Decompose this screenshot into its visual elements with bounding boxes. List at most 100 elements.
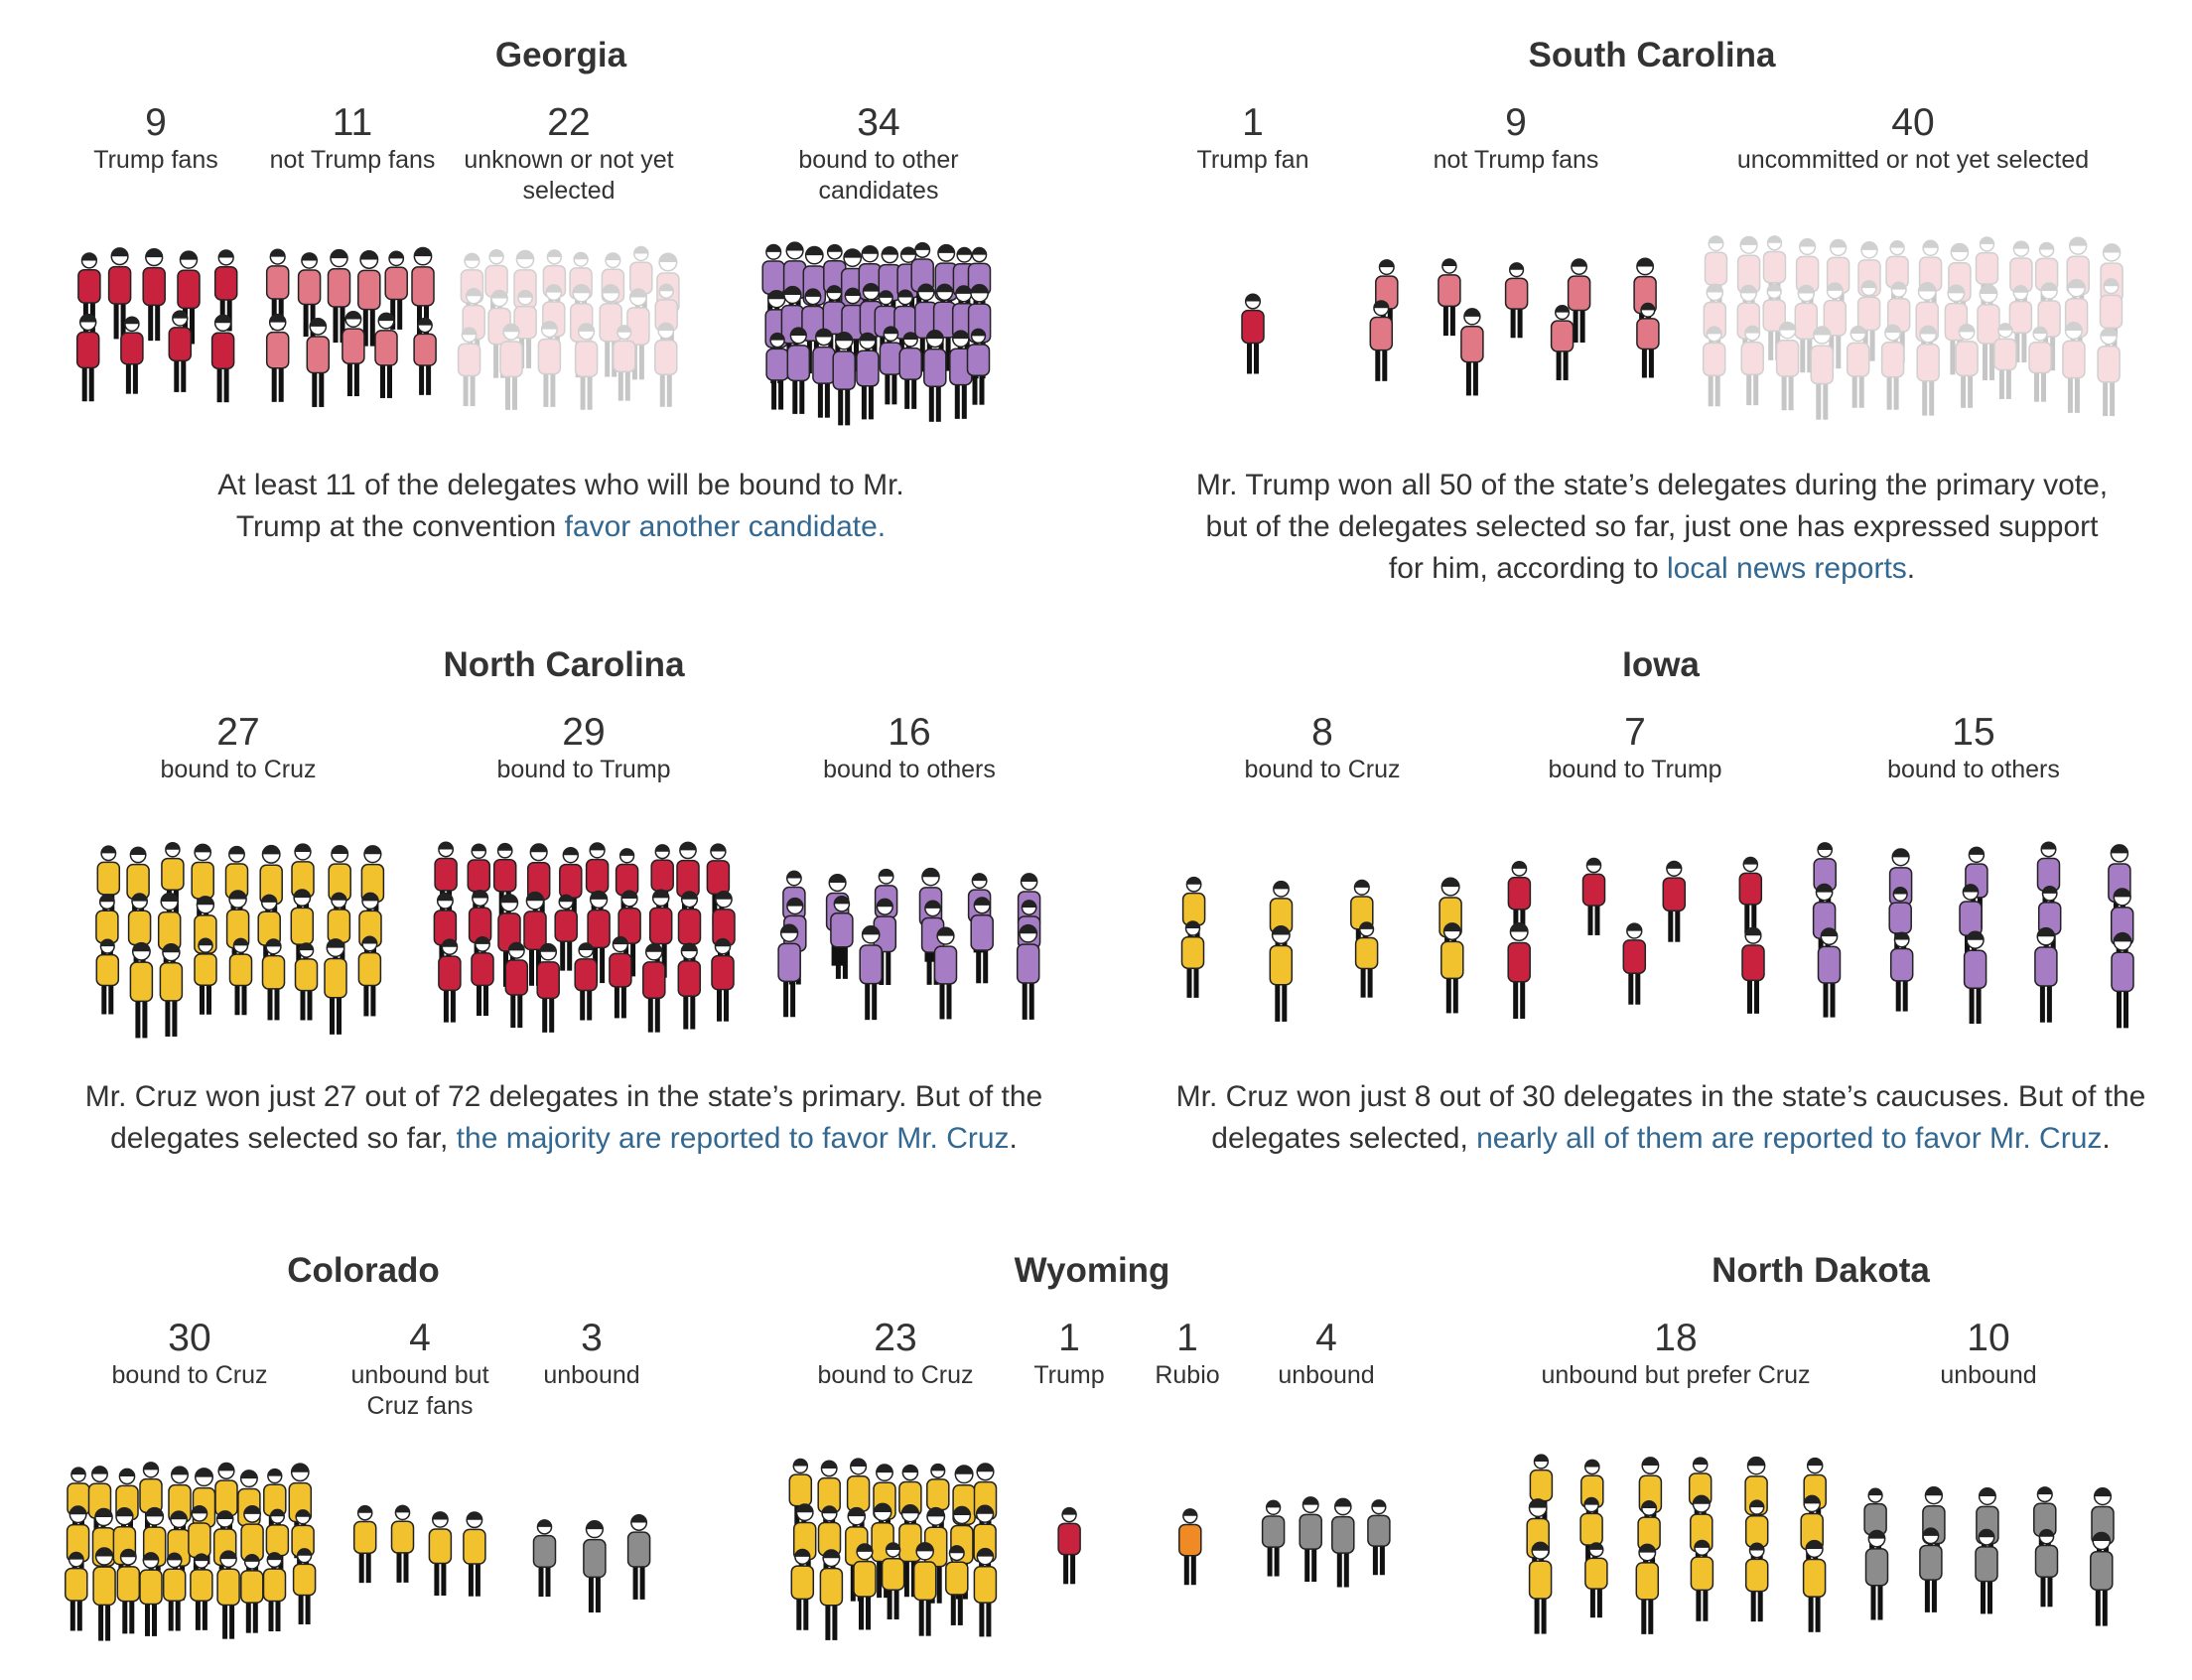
delegate-figure bbox=[1180, 920, 1205, 998]
delegate-figure bbox=[1955, 323, 1979, 408]
group-nd-prefer-cruz: 18 unbound but prefer Cruz bbox=[1541, 1317, 1810, 1391]
crowd-illustration bbox=[352, 1484, 486, 1623]
crowd-svg bbox=[1526, 1454, 1827, 1634]
state-title-north-carolina: North Carolina bbox=[443, 645, 685, 684]
delegate-figure bbox=[966, 328, 991, 405]
delegate-figure bbox=[194, 937, 217, 1015]
crowd-svg bbox=[1178, 1508, 1202, 1586]
delegate-figure bbox=[1438, 258, 1461, 337]
note-text-end: . bbox=[1906, 552, 1916, 585]
delegate-figure bbox=[306, 317, 331, 407]
crowd-illustration bbox=[1169, 1499, 1205, 1613]
delegate-figure bbox=[1919, 1527, 1943, 1612]
group-label: unbound bbox=[543, 1361, 640, 1389]
delegate-figure bbox=[1738, 856, 1763, 934]
delegate-figure bbox=[159, 942, 184, 1037]
group-label: not Trump fans bbox=[1433, 146, 1599, 174]
crowd-illustration bbox=[1506, 856, 1765, 1019]
delegate-figure bbox=[1864, 1529, 1889, 1620]
delegate-figure bbox=[1810, 326, 1835, 420]
delegate-figure bbox=[879, 326, 903, 405]
delegate-figure bbox=[587, 890, 611, 984]
group-iowa-others: 15 bound to others bbox=[1887, 711, 2060, 785]
delegate-figure bbox=[599, 284, 622, 377]
delegate-figure bbox=[1581, 857, 1606, 935]
delegate-figure bbox=[617, 890, 641, 977]
delegate-figure bbox=[294, 942, 319, 1021]
note-text: Mr. Cruz won just 8 out of 30 delegates … bbox=[1175, 1080, 2146, 1155]
delegate-figure bbox=[613, 325, 636, 401]
delegate-figure bbox=[970, 897, 994, 984]
delegate-figure bbox=[265, 313, 290, 402]
delegate-figure bbox=[228, 937, 253, 1016]
group-label: bound to Cruz bbox=[1244, 756, 1401, 783]
delegate-figure bbox=[210, 314, 235, 403]
delegate-figure bbox=[499, 323, 523, 410]
delegate-figure bbox=[1567, 258, 1591, 343]
group-count: 30 bbox=[168, 1317, 211, 1359]
delegate-figure bbox=[1889, 931, 1914, 1012]
group-count: 27 bbox=[216, 711, 260, 754]
delegate-figure bbox=[190, 1553, 213, 1630]
delegate-figure bbox=[973, 1547, 998, 1637]
crowd-illustration bbox=[433, 841, 736, 1033]
group-count: 7 bbox=[1624, 711, 1646, 754]
note-link[interactable]: favor another candidate. bbox=[564, 510, 887, 543]
state-title-wyoming: Wyoming bbox=[1014, 1251, 1170, 1290]
delegate-figure bbox=[342, 310, 365, 397]
group-co-unbound: 3 unbound bbox=[543, 1317, 639, 1391]
group-label: bound to Cruz bbox=[817, 1361, 974, 1389]
crowd-svg bbox=[1057, 1506, 1081, 1585]
group-label: not Trump fans bbox=[269, 146, 436, 174]
group-nd-unbound: 10 unbound bbox=[1940, 1317, 2036, 1391]
delegate-figure bbox=[1744, 1499, 1769, 1577]
group-label: bound to others bbox=[1887, 756, 2060, 783]
group-label: Trump fan bbox=[1196, 146, 1309, 174]
delegate-figure bbox=[265, 248, 290, 331]
delegate-figure bbox=[240, 1553, 264, 1633]
delegate-figure bbox=[1261, 1499, 1286, 1577]
delegate-figure bbox=[2034, 926, 2058, 1023]
group-wy-rubio: 1 Rubio bbox=[1155, 1317, 1219, 1391]
delegate-figure bbox=[881, 1542, 905, 1619]
group-count: 23 bbox=[874, 1317, 917, 1359]
crowd-svg bbox=[265, 246, 437, 407]
delegate-figure bbox=[1584, 1542, 1608, 1618]
group-label: unbound but prefer Cruz bbox=[1541, 1361, 1811, 1389]
delegate-figure bbox=[471, 935, 494, 1017]
group-iowa-cruz: 8 bound to Cruz bbox=[1244, 711, 1400, 785]
delegate-figure bbox=[75, 313, 100, 402]
group-label: bound to Cruz bbox=[111, 1361, 268, 1389]
delegate-figure bbox=[1775, 321, 1800, 411]
delegate-figure bbox=[2090, 1531, 2114, 1626]
delegate-figure bbox=[1299, 1496, 1322, 1582]
note-link[interactable]: local news reports bbox=[1667, 552, 1907, 585]
delegate-figure bbox=[949, 330, 973, 419]
delegate-figure bbox=[65, 1551, 88, 1631]
crowd-svg bbox=[761, 241, 992, 426]
delegate-figure bbox=[457, 327, 481, 407]
delegate-figure bbox=[898, 332, 922, 409]
group-georgia-trump-fans: 9 Trump fans bbox=[93, 101, 218, 176]
state-title-iowa: Iowa bbox=[1622, 645, 1700, 684]
group-co-unbound-cruz-fans: 4 unbound but Cruz fans bbox=[336, 1317, 504, 1422]
note-link[interactable]: the majority are reported to favor Mr. C… bbox=[456, 1122, 1010, 1155]
crowd-illustration bbox=[94, 842, 385, 1039]
group-co-cruz: 30 bound to Cruz bbox=[111, 1317, 267, 1391]
crowd-svg bbox=[788, 1458, 998, 1640]
group-georgia-unknown: 22 unknown or not yet selected bbox=[450, 101, 688, 207]
note-link[interactable]: nearly all of them are reported to favor… bbox=[1476, 1122, 2103, 1155]
group-count: 10 bbox=[1967, 1317, 2010, 1359]
delegate-figure bbox=[374, 312, 398, 398]
crowd-svg bbox=[1261, 1496, 1391, 1588]
delegate-figure bbox=[2028, 326, 2052, 402]
delegate-figure bbox=[327, 248, 351, 344]
delegate-figure bbox=[574, 942, 598, 1021]
delegate-figure bbox=[1440, 922, 1464, 1014]
crowd-illustration bbox=[75, 247, 238, 407]
note-text: Mr. Cruz won just 27 out of 72 delegates… bbox=[84, 1080, 1043, 1155]
crowd-illustration bbox=[1863, 1484, 2115, 1626]
delegate-figure bbox=[413, 317, 437, 395]
delegate-figure bbox=[1057, 1506, 1081, 1585]
delegate-figure bbox=[1528, 1541, 1553, 1634]
